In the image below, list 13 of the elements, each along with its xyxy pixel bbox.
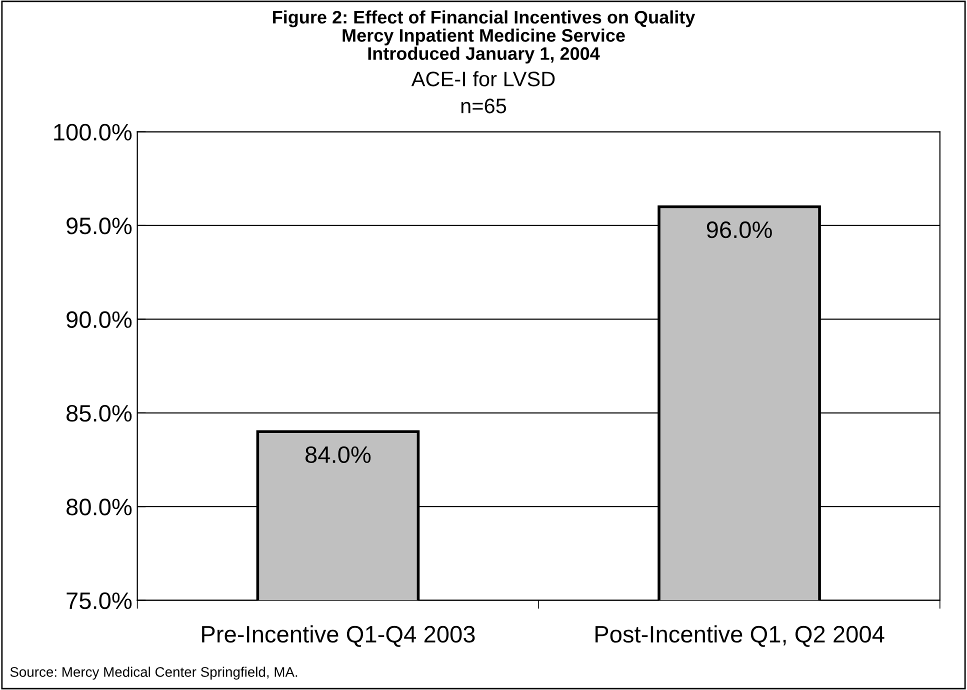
- data-label: 84.0%: [306, 446, 371, 464]
- x-tick-label: Post-Incentive Q1, Q2 2004: [596, 625, 884, 647]
- y-tick-label: 85.0%: [66, 404, 132, 422]
- y-tick-label: 75.0%: [66, 592, 132, 610]
- chart-title: Figure 2: Effect of Financial Incentives on Quality Mercy Inpatient Medicine Service Introduced January 1, 2004: [273, 10, 696, 64]
- chart-subtitle: ACE-I for LVSD n=65: [411, 71, 555, 114]
- y-tick-label: 100.0%: [54, 124, 132, 141]
- source-note: Source: Mercy Medical Center Springfield, MA.: [10, 666, 298, 680]
- y-tick-label: 80.0%: [66, 498, 132, 516]
- data-label: 96.0%: [706, 221, 772, 238]
- y-tick-label: 90.0%: [66, 311, 132, 328]
- x-tick-label: Pre-Incentive Q1-Q4 2003: [202, 625, 475, 647]
- y-tick-label: 95.0%: [66, 218, 132, 234]
